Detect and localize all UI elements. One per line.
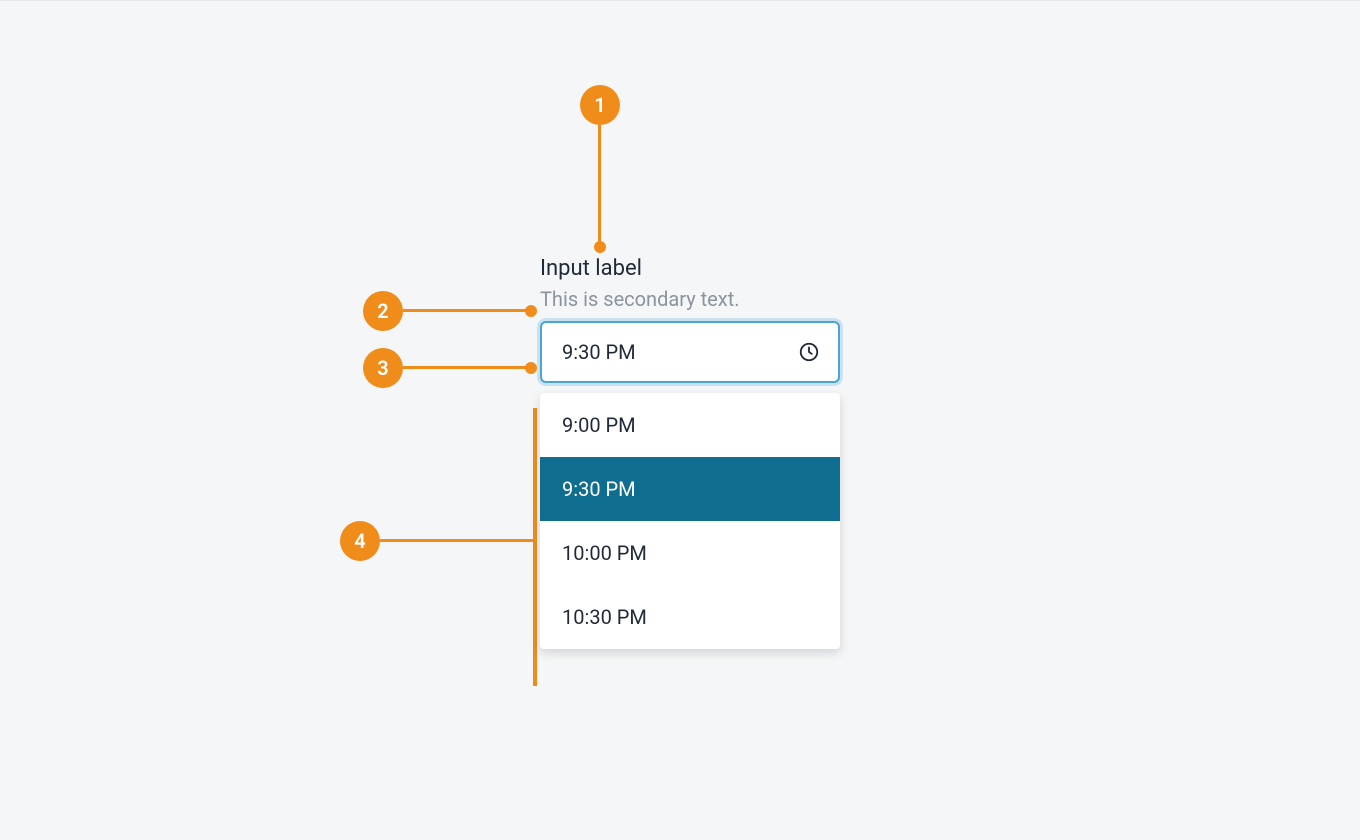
callout-line bbox=[403, 309, 529, 312]
time-option-label: 10:30 PM bbox=[562, 605, 647, 629]
callout-endpoint bbox=[594, 241, 606, 253]
callout-number: 4 bbox=[354, 529, 365, 553]
time-option-label: 9:30 PM bbox=[562, 477, 636, 501]
time-input[interactable]: 9:30 PM bbox=[540, 321, 840, 383]
time-picker-component: Input label This is secondary text. 9:30… bbox=[540, 256, 840, 649]
time-option-label: 10:00 PM bbox=[562, 541, 647, 565]
callout-number: 1 bbox=[594, 93, 605, 117]
callout-endpoint bbox=[525, 305, 537, 317]
callout-badge: 2 bbox=[363, 291, 403, 331]
time-option[interactable]: 9:00 PM bbox=[540, 393, 840, 457]
clock-icon bbox=[798, 341, 820, 363]
secondary-text: This is secondary text. bbox=[540, 287, 840, 311]
time-option[interactable]: 10:30 PM bbox=[540, 585, 840, 649]
input-label: Input label bbox=[540, 256, 840, 281]
callout-endpoint bbox=[525, 362, 537, 374]
time-option[interactable]: 10:00 PM bbox=[540, 521, 840, 585]
time-option-label: 9:00 PM bbox=[562, 413, 636, 437]
callout-number: 2 bbox=[377, 299, 388, 323]
time-input-value: 9:30 PM bbox=[562, 340, 636, 364]
time-option-selected[interactable]: 9:30 PM bbox=[540, 457, 840, 521]
callout-bracket bbox=[533, 408, 537, 686]
callout-line bbox=[403, 366, 529, 369]
callout-line bbox=[380, 539, 533, 542]
callout-badge: 3 bbox=[363, 348, 403, 388]
time-dropdown[interactable]: 9:00 PM 9:30 PM 10:00 PM 10:30 PM bbox=[540, 393, 840, 649]
callout-badge: 4 bbox=[340, 521, 380, 561]
callout-line bbox=[598, 125, 601, 245]
callout-number: 3 bbox=[377, 356, 388, 380]
callout-badge: 1 bbox=[580, 85, 620, 125]
